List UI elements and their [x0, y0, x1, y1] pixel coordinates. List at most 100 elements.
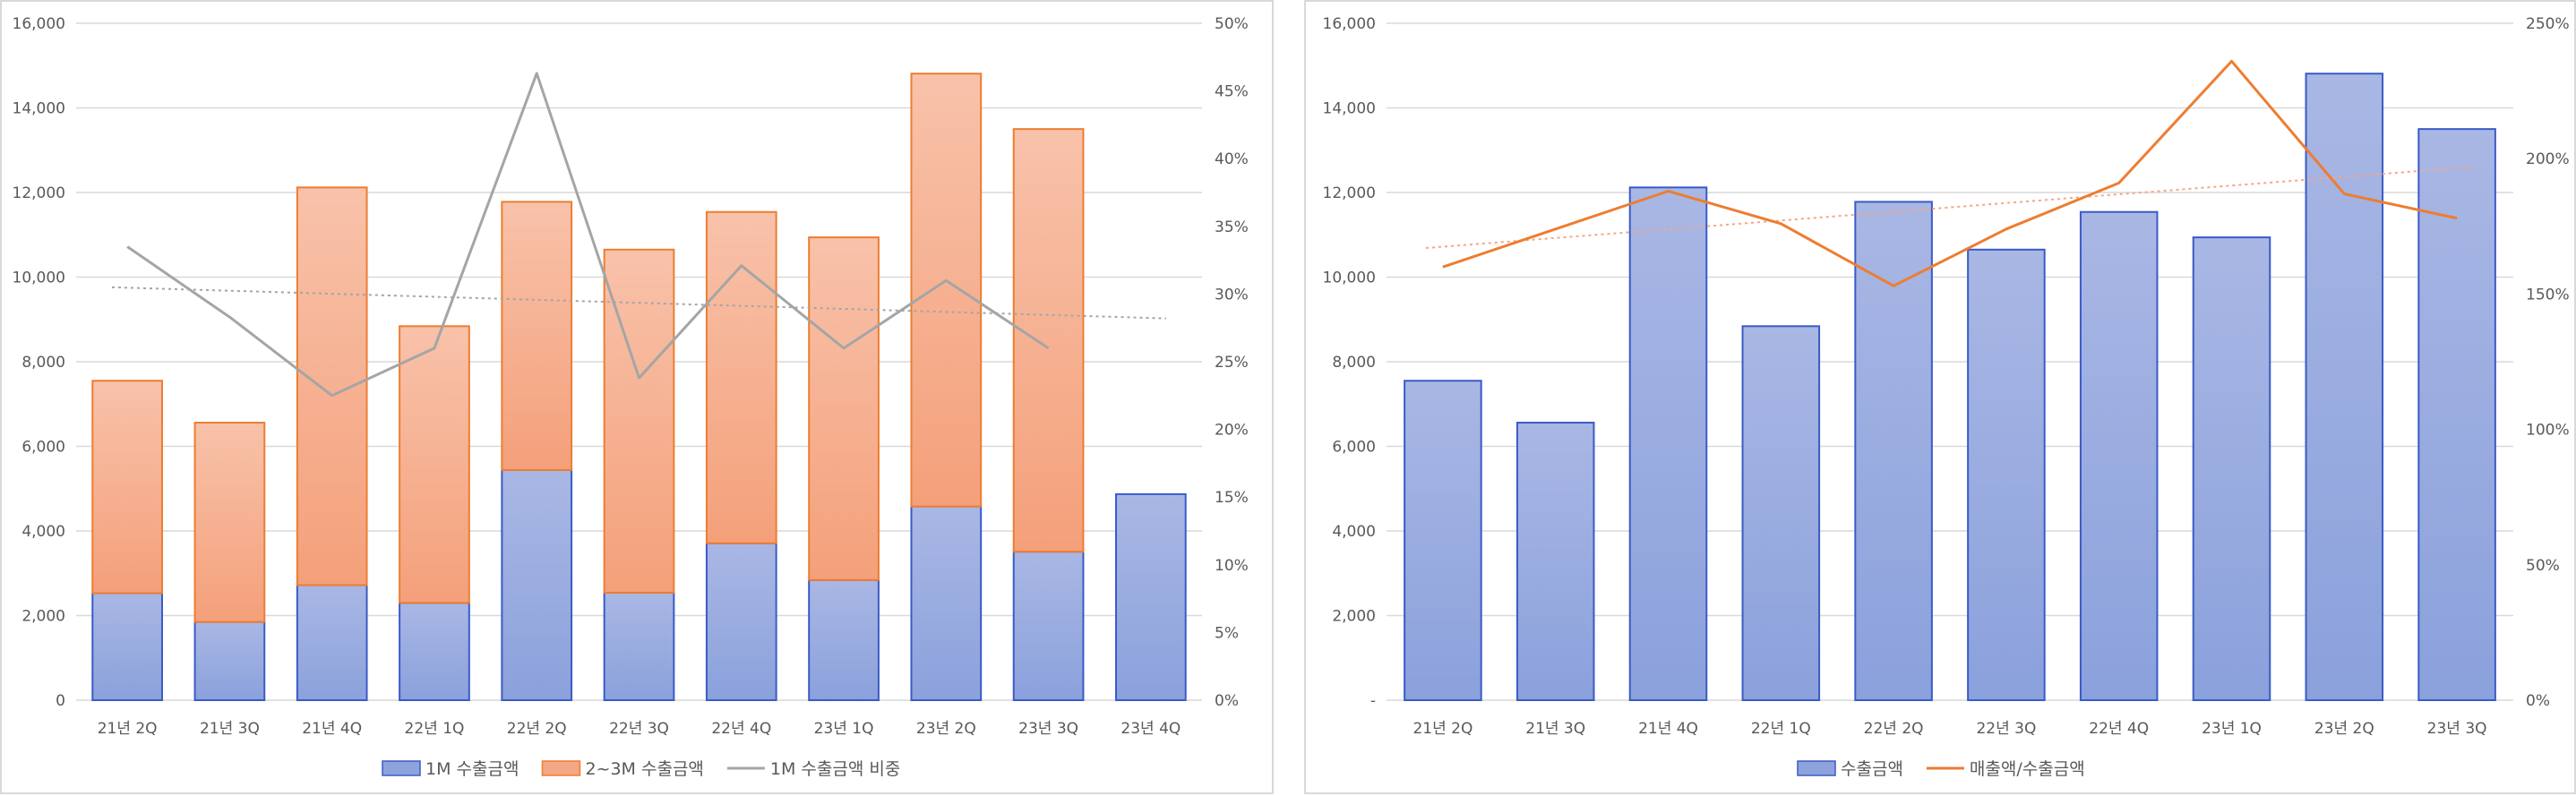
x-tick-label: 21년 2Q: [1413, 720, 1473, 738]
bar: [2079, 210, 2159, 702]
bar: [193, 621, 266, 702]
bar: [1115, 492, 1187, 702]
y-left-tick-label: 6,000: [21, 439, 65, 457]
bar: [603, 248, 675, 594]
bar: [2192, 236, 2271, 701]
bar: [1516, 422, 1595, 701]
x-tick-label: 23년 1Q: [2202, 720, 2262, 738]
x-tick-label: 21년 3Q: [1525, 720, 1585, 738]
y-right-tick-label: 30%: [1215, 286, 1249, 304]
y-left-tick-label: 8,000: [1332, 354, 1376, 372]
left-chart-panel: 0 2,000 4,000 6,000 8,000 10,000 12,000 14,000 1…: [0, 0, 1274, 794]
y-left-tick-label: 6,000: [1332, 439, 1376, 457]
y-right-tick-label: 10%: [1215, 557, 1249, 575]
y-left-tick-label: 8,000: [21, 354, 65, 372]
y-right-tick-label: 50%: [2526, 557, 2560, 575]
legend-swatch: [541, 760, 581, 776]
x-tick-label: 23년 1Q: [814, 720, 874, 738]
bar: [296, 186, 368, 586]
legend-swatch: [382, 760, 421, 776]
y-right-tick-label: 100%: [2526, 422, 2570, 440]
y-right-tick-label: 40%: [1215, 150, 1249, 168]
x-tick-label: 21년 4Q: [1638, 720, 1698, 738]
x-tick-label: 21년 3Q: [200, 720, 260, 738]
y-left-tick-label: 14,000: [1323, 100, 1376, 118]
y-right-tick-label: 15%: [1215, 489, 1249, 507]
bar: [296, 584, 368, 701]
y-right-tick-label: 200%: [2526, 150, 2570, 168]
legend-label: 1M 수출금액 비중: [770, 759, 900, 779]
legend-label: 1M 수출금액: [425, 759, 519, 779]
x-tick-label: 23년 3Q: [2427, 720, 2487, 738]
y-left-tick-label: 12,000: [1323, 184, 1376, 202]
y-right-tick-label: 45%: [1215, 83, 1249, 101]
bar: [603, 591, 675, 701]
y-right-tick-label: 250%: [2526, 15, 2570, 33]
bar: [705, 210, 777, 544]
x-tick-label: 22년 4Q: [2089, 720, 2149, 738]
bar: [1404, 380, 1482, 701]
bar: [399, 602, 470, 702]
series-line: [1442, 59, 2458, 287]
y-left-tick-label: 2,000: [21, 608, 65, 626]
y-right-tick-label: 50%: [1215, 15, 1249, 33]
x-tick-label: 22년 2Q: [1864, 720, 1924, 738]
legend-label: 수출금액: [1841, 759, 1903, 779]
series-line: [126, 72, 1050, 398]
bar: [1854, 201, 1933, 701]
y-left-tick-label: 0: [56, 692, 65, 710]
x-tick-label: 21년 2Q: [98, 720, 158, 738]
y-left-tick-label: 16,000: [13, 15, 65, 33]
x-tick-label: 23년 2Q: [2314, 720, 2374, 738]
bar: [399, 325, 470, 604]
bar: [1741, 325, 1821, 701]
x-tick-label: 23년 4Q: [1121, 720, 1181, 738]
x-tick-label: 21년 4Q: [302, 720, 362, 738]
bar: [808, 578, 880, 701]
legend-label: 2~3M 수출금액: [585, 759, 703, 779]
y-left-tick-label: 10,000: [13, 270, 65, 287]
y-left-tick-label: 4,000: [1332, 523, 1376, 541]
y-left-tick-label: 10,000: [1323, 270, 1376, 287]
x-tick-label: 22년 2Q: [507, 720, 567, 738]
bar: [1628, 186, 1708, 701]
y-left-tick-label: 2,000: [1332, 608, 1376, 626]
x-tick-label: 23년 2Q: [916, 720, 976, 738]
bar: [193, 422, 266, 623]
bar: [910, 73, 983, 508]
bar: [910, 505, 983, 701]
y-right-tick-label: 0%: [2526, 692, 2550, 710]
y-right-tick-label: 150%: [2526, 286, 2570, 304]
right-chart-panel: - 2,000 4,000 6,000 8,000 10,000 12,000 14,000 1…: [1304, 0, 2576, 794]
y-left-tick-label: 14,000: [13, 100, 65, 118]
bar: [91, 592, 163, 702]
bar: [501, 468, 573, 702]
y-left-tick-label: -: [1370, 692, 1376, 710]
bar: [705, 542, 777, 702]
bar: [91, 380, 163, 595]
y-right-tick-label: 5%: [1215, 624, 1239, 642]
right-chart: - 2,000 4,000 6,000 8,000 10,000 12,000 14,000 1…: [1323, 15, 2570, 779]
y-right-tick-label: 0%: [1215, 692, 1239, 710]
x-tick-label: 22년 3Q: [1976, 720, 2036, 738]
legend-swatch: [1797, 760, 1836, 776]
bar: [1967, 248, 2046, 701]
y-right-tick-label: 20%: [1215, 422, 1249, 440]
y-right-tick-label: 25%: [1215, 354, 1249, 372]
bar: [1012, 128, 1085, 553]
y-left-tick-label: 16,000: [1323, 15, 1376, 33]
bar: [808, 236, 880, 581]
x-tick-label: 22년 1Q: [1751, 720, 1811, 738]
x-tick-label: 22년 4Q: [711, 720, 771, 738]
y-left-tick-label: 4,000: [21, 523, 65, 541]
bar: [1012, 551, 1085, 702]
x-tick-label: 22년 1Q: [405, 720, 465, 738]
y-left-tick-label: 12,000: [13, 184, 65, 202]
left-chart: 0 2,000 4,000 6,000 8,000 10,000 12,000 14,000 1…: [13, 15, 1249, 779]
bar: [2417, 128, 2496, 701]
x-tick-label: 23년 3Q: [1018, 720, 1078, 738]
x-tick-label: 22년 3Q: [609, 720, 669, 738]
y-right-tick-label: 35%: [1215, 218, 1249, 236]
bar: [501, 201, 573, 471]
bar: [2305, 73, 2384, 702]
